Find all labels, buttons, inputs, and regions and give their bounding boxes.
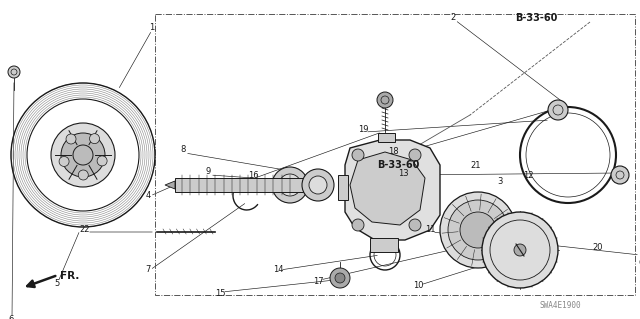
Circle shape — [330, 268, 350, 288]
Circle shape — [335, 273, 345, 283]
Text: SWA4E1900: SWA4E1900 — [539, 300, 581, 309]
Circle shape — [548, 100, 568, 120]
Text: B-33-60: B-33-60 — [377, 160, 419, 170]
Circle shape — [440, 192, 516, 268]
Circle shape — [51, 123, 115, 187]
Text: 3: 3 — [497, 177, 502, 187]
Circle shape — [514, 244, 526, 256]
Text: 16: 16 — [248, 172, 259, 181]
Circle shape — [97, 156, 107, 166]
Polygon shape — [350, 152, 425, 225]
Polygon shape — [370, 238, 398, 252]
Text: 12: 12 — [523, 170, 533, 180]
Text: 17: 17 — [313, 278, 323, 286]
Text: 9: 9 — [205, 167, 211, 176]
Circle shape — [59, 156, 69, 167]
Circle shape — [279, 174, 301, 196]
Text: 14: 14 — [273, 265, 284, 275]
Circle shape — [61, 133, 105, 177]
Text: 20: 20 — [593, 243, 604, 253]
Text: 4: 4 — [145, 190, 150, 199]
Text: 8: 8 — [180, 145, 186, 154]
Circle shape — [78, 170, 88, 180]
Circle shape — [66, 134, 76, 144]
Text: FR.: FR. — [60, 271, 79, 281]
Text: 18: 18 — [388, 147, 398, 157]
Circle shape — [409, 219, 421, 231]
Text: 21: 21 — [471, 160, 481, 169]
Circle shape — [409, 149, 421, 161]
Circle shape — [352, 149, 364, 161]
Polygon shape — [165, 181, 175, 189]
Circle shape — [8, 66, 20, 78]
Text: B-33-60: B-33-60 — [515, 13, 557, 23]
Circle shape — [448, 200, 508, 260]
Text: 5: 5 — [54, 279, 60, 288]
Circle shape — [90, 134, 100, 144]
Text: 1: 1 — [149, 24, 155, 33]
Polygon shape — [338, 175, 348, 200]
Circle shape — [302, 169, 334, 201]
Polygon shape — [378, 133, 395, 142]
Text: 19: 19 — [358, 125, 368, 135]
Polygon shape — [345, 140, 440, 240]
Circle shape — [482, 212, 558, 288]
Text: 2: 2 — [451, 13, 456, 23]
Circle shape — [377, 92, 393, 108]
Circle shape — [352, 219, 364, 231]
Text: 7: 7 — [145, 265, 150, 275]
Text: 15: 15 — [215, 288, 225, 298]
Text: 13: 13 — [397, 168, 408, 177]
Text: 10: 10 — [413, 280, 423, 290]
Circle shape — [611, 166, 629, 184]
Text: 11: 11 — [425, 226, 435, 234]
Circle shape — [309, 176, 327, 194]
Circle shape — [272, 167, 308, 203]
Text: 6: 6 — [8, 315, 13, 319]
Polygon shape — [175, 178, 308, 192]
Circle shape — [460, 212, 496, 248]
Text: 22: 22 — [80, 226, 90, 234]
